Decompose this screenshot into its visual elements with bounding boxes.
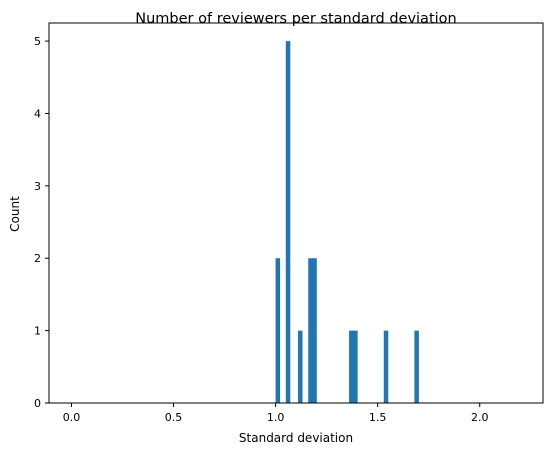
x-axis-label: Standard deviation: [239, 431, 353, 445]
bars-group: [275, 41, 419, 403]
histogram-bar: [353, 330, 358, 403]
x-tick-label: 1.5: [369, 411, 387, 424]
y-tick-label: 0: [34, 397, 41, 410]
histogram-bar: [275, 258, 281, 403]
histogram-bar: [308, 258, 313, 403]
histogram-bar: [312, 258, 317, 403]
y-tick-label: 1: [34, 325, 41, 338]
y-tick-label: 3: [34, 180, 41, 193]
x-tick-label: 0.0: [63, 411, 81, 424]
chart-title: Number of reviewers per standard deviati…: [135, 11, 456, 27]
y-axis-ticks: 0 1 2 3 4 5: [34, 35, 49, 410]
y-tick-label: 4: [34, 107, 41, 120]
x-tick-label: 1.0: [267, 411, 285, 424]
histogram-bar: [414, 330, 419, 403]
x-tick-label: 0.5: [165, 411, 183, 424]
x-axis-ticks: 0.0 0.5 1.0 1.5 2.0: [63, 403, 489, 424]
histogram-bar: [298, 330, 303, 403]
y-tick-label: 5: [34, 35, 41, 48]
y-axis-label: Count: [8, 196, 22, 232]
axes-frame: [48, 22, 544, 404]
x-tick-label: 2.0: [471, 411, 489, 424]
histogram-bar: [349, 330, 354, 403]
histogram-bar: [285, 41, 291, 403]
y-tick-label: 2: [34, 252, 41, 265]
histogram-bar: [383, 330, 389, 403]
